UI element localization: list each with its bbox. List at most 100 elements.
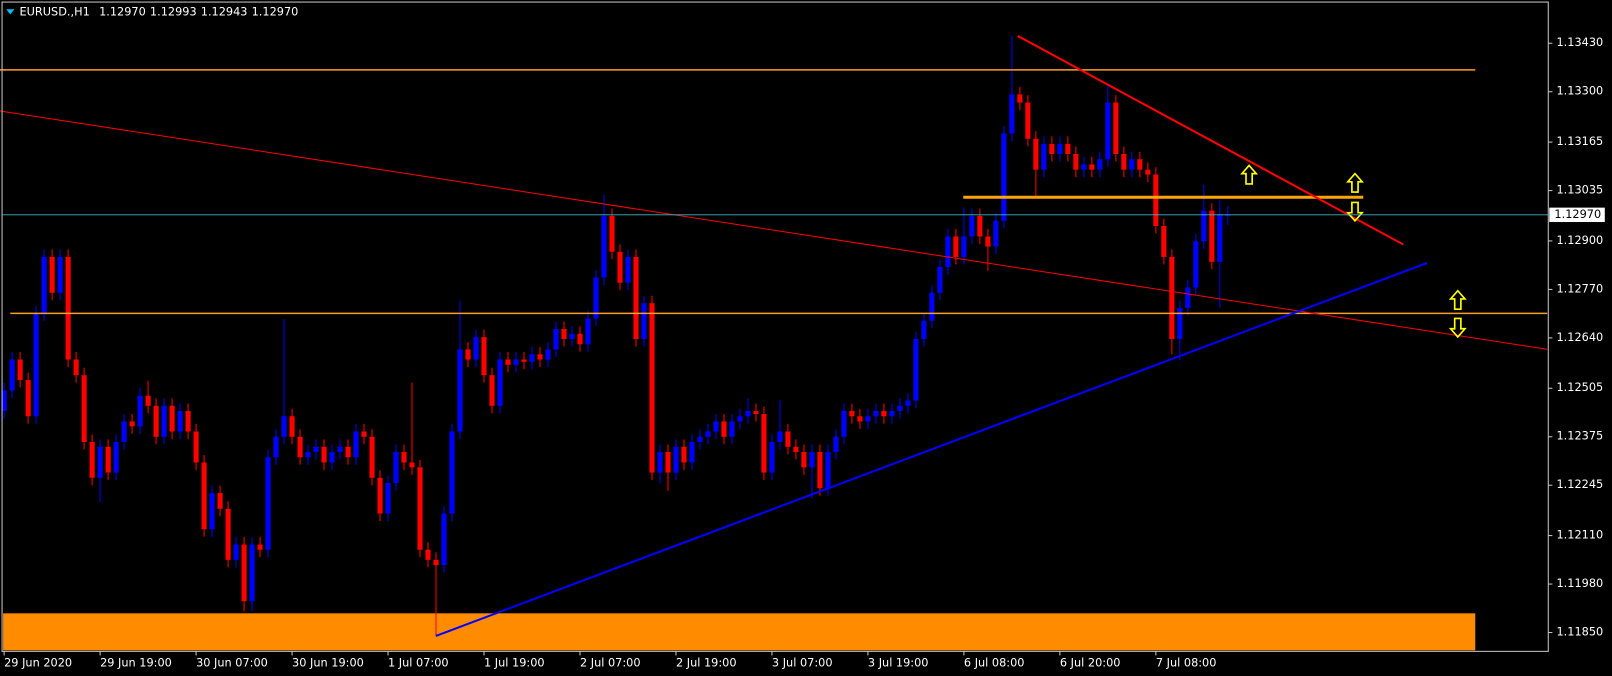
candle-body <box>529 354 535 362</box>
y-tick-label: 1.12110 <box>1556 529 1603 542</box>
candle-body <box>41 256 47 314</box>
header-low: 1.12943 <box>201 5 248 18</box>
candle-body <box>345 446 351 458</box>
candle-body <box>297 436 303 458</box>
candle-body <box>369 436 375 478</box>
candle-body <box>1025 102 1031 139</box>
candle-body <box>401 452 407 463</box>
candle-body <box>497 359 503 406</box>
candle-body <box>657 452 663 473</box>
candle-body <box>625 256 631 283</box>
candle-body <box>257 544 263 550</box>
candle-body <box>433 559 439 566</box>
candle-body <box>177 411 183 432</box>
candle-body <box>905 400 911 406</box>
candle-body <box>697 436 703 442</box>
candle-body <box>473 337 479 360</box>
candle-body <box>513 359 519 365</box>
candle-body <box>897 405 903 412</box>
y-tick-label: 1.13165 <box>1556 135 1603 148</box>
candle-body <box>1097 159 1103 170</box>
candle-body <box>521 359 527 362</box>
candle-body <box>609 215 615 252</box>
candle-body <box>633 256 639 340</box>
y-tick-label: 1.12770 <box>1556 282 1603 295</box>
y-tick-label: 1.12245 <box>1556 478 1603 491</box>
candle-body <box>705 431 711 437</box>
candle-body <box>1177 308 1183 340</box>
candle-body <box>593 277 599 319</box>
candle-body <box>937 267 943 293</box>
up-arrow <box>1345 172 1364 193</box>
candle-body <box>825 452 831 489</box>
header: EURUSD.,H1 1.12970 1.12993 1.12943 1.12970 <box>20 5 299 18</box>
candle-body <box>1113 102 1119 155</box>
candle-body <box>601 215 607 278</box>
candle-body <box>161 405 167 437</box>
up-arrow <box>1240 164 1259 185</box>
x-tick-label: 29 Jun 2020 <box>4 657 72 670</box>
candle-body <box>377 477 383 514</box>
candle-body <box>201 462 207 530</box>
candle-body <box>1145 169 1151 175</box>
candle-body <box>777 431 783 442</box>
current-price-box <box>1549 207 1605 223</box>
candle-body <box>1217 214 1223 262</box>
candle-body <box>1057 143 1063 155</box>
candle-body <box>1121 154 1127 170</box>
candle-body <box>1065 143 1071 155</box>
candle-body <box>681 446 687 463</box>
candle-body <box>217 493 223 509</box>
x-tick-label: 1 Jul 19:00 <box>484 657 545 670</box>
x-tick-label: 29 Jun 19:00 <box>100 657 172 670</box>
candle-body <box>9 359 15 391</box>
y-tick-label: 1.12505 <box>1556 381 1603 394</box>
candle-body <box>865 416 871 422</box>
candle-body <box>17 359 23 381</box>
candle-body <box>225 508 231 560</box>
candle-body <box>745 411 751 417</box>
candle-body <box>361 431 367 437</box>
candle-body <box>305 452 311 458</box>
candle-body <box>1185 287 1191 309</box>
arrows <box>1240 164 1467 339</box>
candle-body <box>89 441 95 478</box>
candle-body <box>145 395 151 406</box>
candles <box>1 35 1231 636</box>
candle-body <box>329 452 335 463</box>
candle-body <box>841 411 847 437</box>
candle-body <box>1081 164 1087 170</box>
candle-body <box>729 421 735 437</box>
candle-body <box>49 256 55 293</box>
candle-body <box>321 446 327 463</box>
candle-body <box>761 413 767 473</box>
candle-body <box>273 436 279 458</box>
candle-body <box>545 349 551 360</box>
x-tick-label: 2 Jul 07:00 <box>580 657 641 670</box>
x-tick-label: 30 Jun 19:00 <box>292 657 364 670</box>
candle-body <box>809 452 815 468</box>
candle-body <box>1033 138 1039 170</box>
candle-body <box>1129 159 1135 170</box>
x-tick-label: 3 Jul 19:00 <box>868 657 929 670</box>
header-open: 1.12970 <box>99 5 146 18</box>
candle-body <box>489 375 495 406</box>
y-tick-label: 1.11850 <box>1556 626 1603 639</box>
candle-body <box>993 220 999 247</box>
candle-body <box>849 411 855 417</box>
candle-body <box>713 421 719 432</box>
candle-body <box>441 513 447 566</box>
candle-body <box>481 337 487 376</box>
candle-body <box>393 452 399 483</box>
x-tick-label: 7 Jul 08:00 <box>1156 657 1217 670</box>
candle-body <box>881 411 887 417</box>
candle-body <box>209 493 215 530</box>
header-icon <box>6 9 15 15</box>
x-tick-label: 1 Jul 07:00 <box>388 657 449 670</box>
current-price-label: 1.12970 <box>1554 208 1601 221</box>
candle-body <box>129 421 135 427</box>
candle-body <box>313 446 319 453</box>
candle-body <box>241 544 247 602</box>
candle-body <box>153 405 159 437</box>
